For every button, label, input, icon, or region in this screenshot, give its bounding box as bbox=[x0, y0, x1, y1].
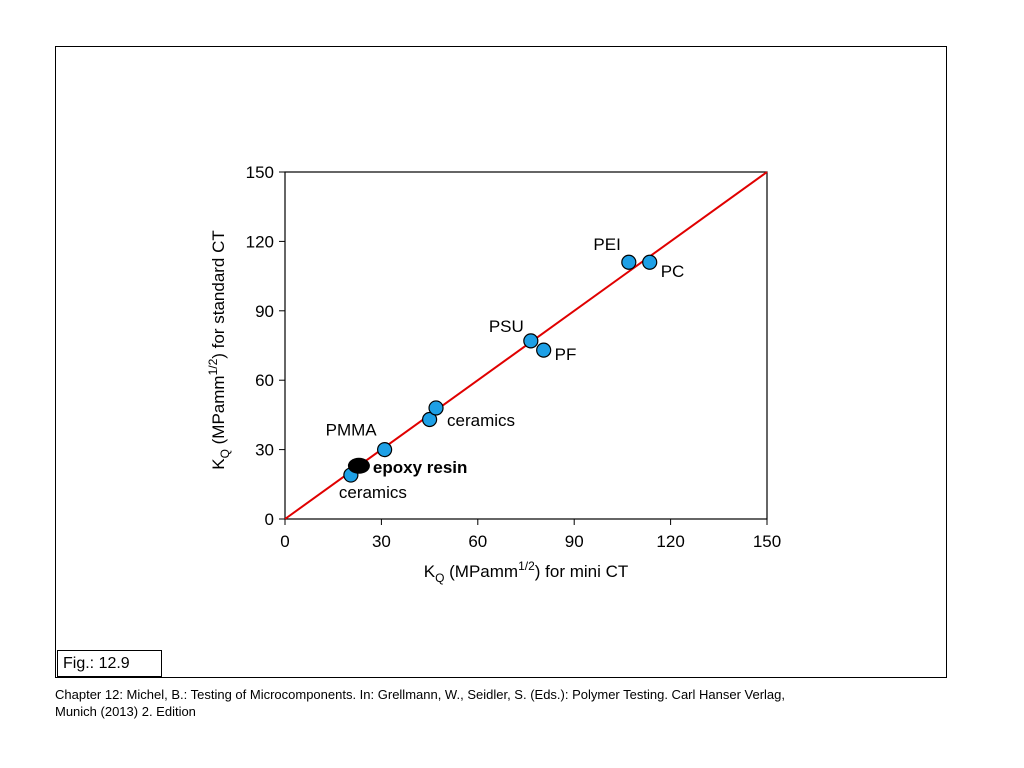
y-tick-label: 60 bbox=[255, 371, 274, 390]
y-axis-label-sub: Q bbox=[218, 449, 232, 458]
x-axis-label-base: K bbox=[424, 562, 436, 581]
caption-line-2: Munich (2013) 2. Edition bbox=[55, 704, 196, 719]
point-annotation: PF bbox=[555, 345, 577, 364]
slide-frame bbox=[55, 46, 947, 678]
highlight-point bbox=[347, 457, 370, 474]
point-annotation: ceramics bbox=[447, 411, 515, 430]
x-axis-label-post: ) for mini CT bbox=[535, 562, 629, 581]
figure-caption: Chapter 12: Michel, B.: Testing of Micro… bbox=[55, 686, 955, 720]
x-axis-label: KQ (MPamm1/2) for mini CT bbox=[424, 559, 629, 585]
figure-label: Fig.: 12.9 bbox=[57, 650, 162, 677]
y-tick-label: 0 bbox=[265, 510, 274, 529]
x-axis-label-sub: Q bbox=[435, 571, 444, 585]
point-annotation: PSU bbox=[489, 317, 524, 336]
data-point bbox=[377, 442, 393, 458]
point-annotation: epoxy resin bbox=[373, 458, 468, 477]
y-tick-label: 120 bbox=[246, 232, 274, 251]
data-point bbox=[523, 333, 539, 349]
y-tick-label: 90 bbox=[255, 302, 274, 321]
x-tick-label: 30 bbox=[372, 532, 391, 551]
x-axis-label-sup: 1/2 bbox=[518, 559, 535, 573]
data-point bbox=[621, 254, 637, 270]
x-tick-label: 0 bbox=[280, 532, 289, 551]
plot-area bbox=[284, 171, 768, 520]
point-annotation: PC bbox=[661, 262, 685, 281]
y-tick-label: 150 bbox=[246, 163, 274, 182]
data-point bbox=[536, 342, 552, 358]
y-tick-label: 30 bbox=[255, 441, 274, 460]
point-annotation: ceramics bbox=[339, 483, 407, 502]
x-tick-label: 120 bbox=[656, 532, 684, 551]
x-tick-label: 90 bbox=[565, 532, 584, 551]
point-annotation: PEI bbox=[593, 235, 620, 254]
data-point bbox=[642, 254, 658, 270]
data-point bbox=[428, 400, 444, 416]
y-axis-label-pre: (MPamm bbox=[209, 375, 228, 449]
data-point bbox=[422, 411, 438, 428]
x-tick-label: 60 bbox=[468, 532, 487, 551]
y-axis-label-base: K bbox=[209, 458, 228, 470]
x-axis-label-pre: (MPamm bbox=[444, 562, 518, 581]
y-axis-label-sup: 1/2 bbox=[206, 358, 220, 375]
point-annotation: PMMA bbox=[326, 421, 378, 440]
y-axis-label: KQ (MPamm1/2) for standard CT bbox=[206, 230, 232, 470]
caption-line-1: Chapter 12: Michel, B.: Testing of Micro… bbox=[55, 687, 785, 702]
x-tick-label: 150 bbox=[753, 532, 781, 551]
y-axis-label-post: ) for standard CT bbox=[209, 230, 228, 359]
